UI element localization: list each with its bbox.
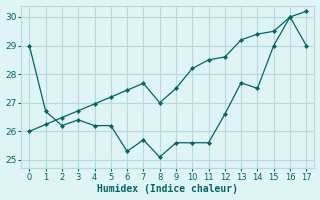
X-axis label: Humidex (Indice chaleur): Humidex (Indice chaleur) [97,184,238,194]
